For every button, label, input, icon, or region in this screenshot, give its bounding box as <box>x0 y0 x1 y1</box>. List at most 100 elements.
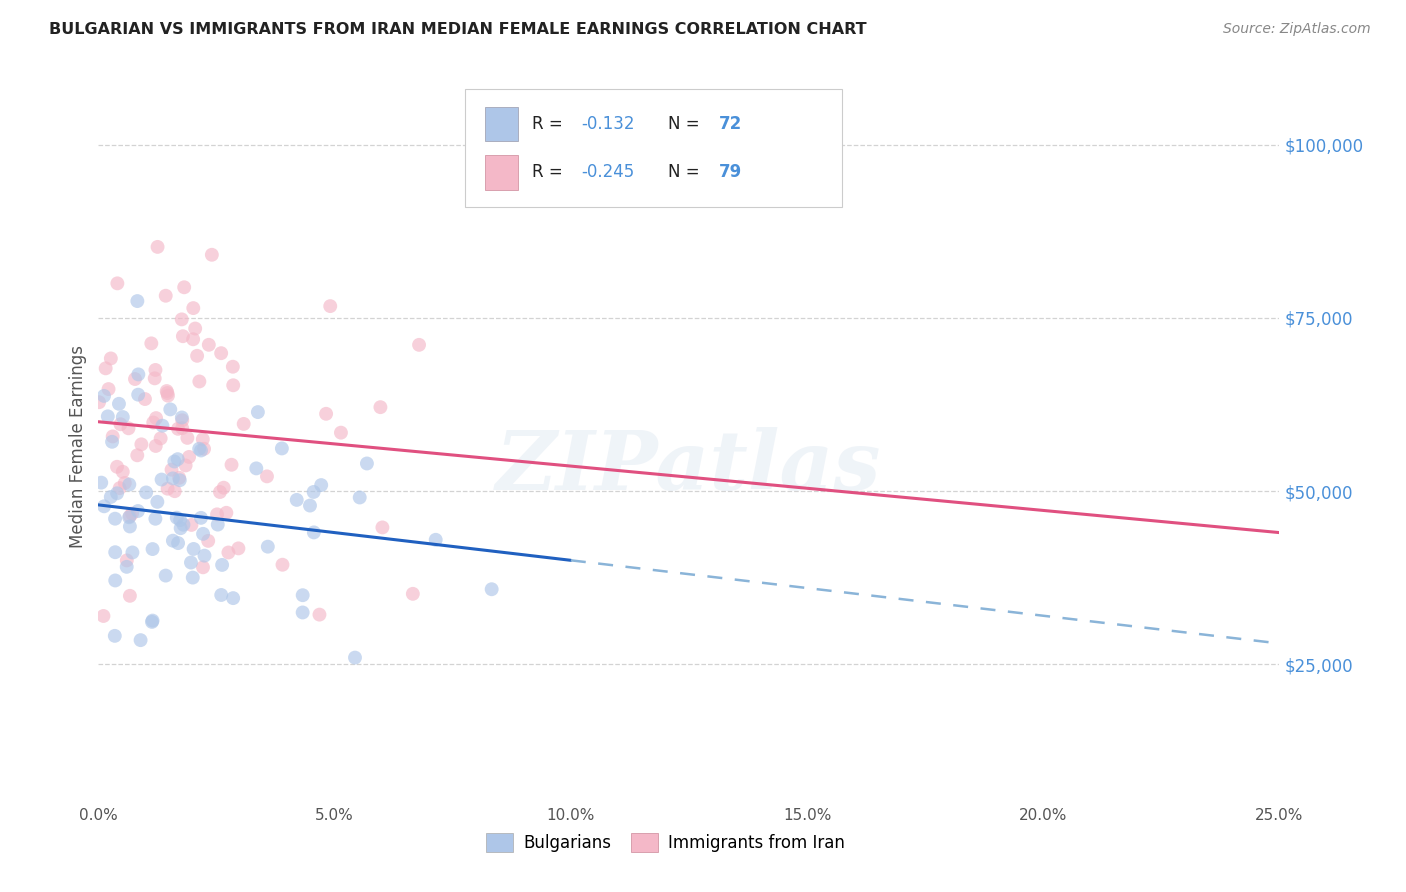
Point <box>156 389 179 403</box>
Point <box>135 485 157 500</box>
Point <box>166 510 188 524</box>
Point <box>169 521 191 535</box>
Point <box>155 568 177 582</box>
Point <box>118 477 141 491</box>
Point <box>142 416 165 430</box>
Point <box>101 434 124 449</box>
Point <box>170 312 193 326</box>
Point <box>245 461 267 475</box>
Point <box>190 511 212 525</box>
Point <box>108 397 131 411</box>
Point <box>127 368 149 382</box>
Point <box>319 299 342 313</box>
Text: BULGARIAN VS IMMIGRANTS FROM IRAN MEDIAN FEMALE EARNINGS CORRELATION CHART: BULGARIAN VS IMMIGRANTS FROM IRAN MEDIAN… <box>49 22 868 37</box>
Point <box>191 432 214 446</box>
Point <box>118 589 141 603</box>
Point <box>101 429 124 443</box>
Point <box>127 448 149 462</box>
Point <box>145 439 167 453</box>
Point <box>180 517 202 532</box>
Text: Source: ZipAtlas.com: Source: ZipAtlas.com <box>1223 22 1371 37</box>
Point <box>163 454 186 468</box>
Point <box>162 471 184 485</box>
Point <box>285 492 308 507</box>
Point <box>93 609 115 624</box>
Point <box>172 517 194 532</box>
Point <box>198 338 221 352</box>
Point <box>145 363 167 377</box>
Point <box>170 410 193 425</box>
Point <box>211 558 233 572</box>
Point <box>180 556 202 570</box>
Point <box>209 346 232 360</box>
Point <box>127 294 149 309</box>
Point <box>217 545 239 559</box>
Point <box>329 425 352 440</box>
Point <box>145 411 167 425</box>
FancyBboxPatch shape <box>485 155 517 189</box>
Point <box>172 413 194 427</box>
Point <box>150 473 173 487</box>
Point <box>370 400 392 414</box>
Text: -0.245: -0.245 <box>582 163 634 181</box>
Point <box>271 558 294 572</box>
Point <box>246 405 269 419</box>
Point <box>291 588 314 602</box>
Point <box>108 481 131 495</box>
Point <box>156 384 179 398</box>
Point <box>356 457 378 471</box>
Text: ZIPatlas: ZIPatlas <box>496 427 882 508</box>
Point <box>93 500 115 514</box>
Text: N =: N = <box>668 115 704 133</box>
Point <box>156 482 179 496</box>
Point <box>172 421 194 435</box>
Point <box>146 240 169 254</box>
Point <box>228 541 250 556</box>
Point <box>181 301 204 315</box>
Point <box>222 591 245 606</box>
Point <box>104 545 127 559</box>
Point <box>117 421 139 435</box>
Point <box>167 471 190 485</box>
Point <box>190 443 212 458</box>
Point <box>118 509 141 524</box>
Point <box>349 491 371 505</box>
Point <box>134 392 156 406</box>
Point <box>208 485 231 500</box>
Point <box>222 378 245 392</box>
Point <box>149 431 172 445</box>
Point <box>159 402 181 417</box>
Point <box>127 504 149 518</box>
Point <box>183 541 205 556</box>
Point <box>100 351 122 366</box>
Point <box>371 520 394 534</box>
Point <box>93 389 115 403</box>
Point <box>188 375 211 389</box>
Point <box>169 513 191 527</box>
Point <box>162 533 184 548</box>
Point <box>104 511 127 525</box>
Point <box>169 473 191 487</box>
Point <box>155 289 177 303</box>
Point <box>221 458 243 472</box>
Point <box>309 478 332 492</box>
Text: R =: R = <box>531 163 568 181</box>
Point <box>207 517 229 532</box>
Point <box>302 525 325 540</box>
Point <box>197 533 219 548</box>
Point <box>115 559 138 574</box>
Point <box>193 549 215 563</box>
Point <box>111 465 134 479</box>
Point <box>186 349 208 363</box>
Point <box>118 519 141 533</box>
Point <box>212 481 235 495</box>
Point <box>256 540 278 554</box>
Point <box>402 587 425 601</box>
Point <box>256 469 278 483</box>
Point <box>124 372 146 386</box>
Point <box>308 607 330 622</box>
Point <box>184 321 207 335</box>
Point <box>172 329 194 343</box>
Point <box>209 588 232 602</box>
FancyBboxPatch shape <box>464 89 842 207</box>
